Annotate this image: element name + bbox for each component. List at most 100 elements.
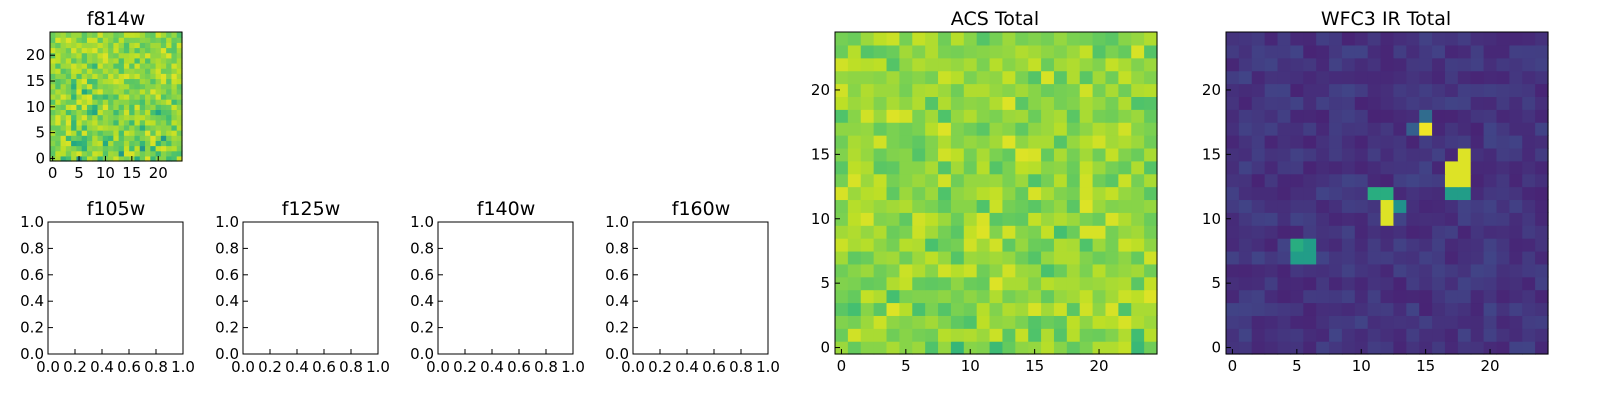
heatmap-cell [55,37,62,43]
heatmap-cell [65,68,72,74]
heatmap-cell [1118,173,1132,188]
heatmap-cell [171,88,178,95]
heatmap-cell [81,135,88,141]
heatmap-cell [1457,212,1472,226]
heatmap-cell [989,276,1004,291]
heatmap-cell [835,186,849,201]
y-tick-label: 1.0 [605,213,629,231]
y-tick-label: 10 [811,210,830,228]
heatmap-cell [938,250,952,265]
heatmap-cell [1053,44,1068,59]
heatmap-cell [835,96,849,110]
heatmap-cell [1432,250,1446,265]
heatmap-cell [938,57,952,72]
heatmap-cell [847,160,862,175]
heatmap-cell [886,122,900,136]
heatmap-cell [1367,160,1382,175]
heatmap-cell [1092,315,1107,329]
heatmap-cell [1053,289,1068,304]
heatmap-cell [145,150,151,157]
heatmap-cell [1457,276,1472,291]
heatmap-cell [1290,212,1304,226]
heatmap-cell [912,173,926,188]
heatmap-cell [1367,212,1382,226]
heatmap-cell [1277,32,1291,46]
heatmap-cell [1316,122,1330,136]
heatmap-cell [86,135,93,141]
heatmap-cell [1393,212,1407,226]
heatmap-cell [129,88,136,95]
heatmap-cell [1144,238,1158,252]
heatmap-cell [1535,96,1549,110]
heatmap-cell [1118,70,1132,85]
heatmap-cell [1354,160,1369,175]
heatmap-cell [938,199,952,213]
heatmap-cell [134,62,141,69]
heatmap-cell [108,155,114,162]
heatmap-cell [847,263,862,278]
heatmap-cell [1144,135,1158,149]
y-tick-label: 5 [820,274,830,292]
heatmap-cell [886,44,900,59]
heatmap-cell [950,122,965,136]
heatmap-cell [1496,135,1510,149]
heatmap-cell [50,114,56,121]
heatmap-cell [86,124,93,131]
heatmap-cell [81,150,88,157]
heatmap-cell [102,62,109,69]
heatmap-cell [166,88,173,95]
heatmap-cell [1238,238,1253,252]
heatmap-cell [1509,147,1523,162]
heatmap-cell [81,124,88,131]
x-tick-label: 0.0 [621,358,645,376]
heatmap-cell [76,78,83,85]
heatmap-cell [1380,57,1395,72]
heatmap-cell [835,212,849,226]
heatmap-cell [847,57,862,72]
heatmap-cell [1432,238,1446,252]
heatmap-cell [860,57,875,72]
heatmap-cell [92,114,99,121]
heatmap-cell [97,93,104,100]
heatmap-cell [1316,276,1330,291]
heatmap-cell [1028,57,1042,72]
heatmap-cell [1354,199,1369,213]
heatmap-cell [139,140,146,147]
heatmap-cell [1444,276,1459,291]
heatmap-cell [976,32,991,46]
heatmap-cell [1522,96,1536,110]
heatmap-cell [81,83,88,90]
heatmap-cell [912,250,926,265]
heatmap-cell [1131,276,1145,291]
heatmap-cell [1316,302,1330,316]
heatmap-cell [1015,238,1029,252]
heatmap-cell [1354,302,1369,316]
heatmap-cell [1041,70,1055,85]
heatmap-cell [166,145,173,152]
heatmap-cell [1509,173,1523,188]
heatmap-cell [113,124,120,131]
heatmap-cell [963,302,978,316]
heatmap-cell [989,109,1004,123]
heatmap-cell [50,83,56,90]
heatmap-cell [847,315,862,329]
heatmap-cell [134,73,141,80]
heatmap-cell [160,62,167,69]
heatmap-cell [1277,212,1291,226]
heatmap-cell [1131,212,1145,226]
heatmap-cell [60,73,67,80]
heatmap-cell [139,32,146,38]
heatmap-cell [1238,212,1253,226]
heatmap-cell [150,78,157,85]
heatmap-cell [108,73,114,80]
heatmap-cell [160,114,167,121]
heatmap-cell [976,122,991,136]
heatmap-cell [1264,44,1279,59]
heatmap-cell [1303,96,1317,110]
heatmap-cell [113,155,120,162]
heatmap-cell [1470,263,1485,278]
heatmap-cell [155,88,162,95]
heatmap-cell [118,73,125,80]
heatmap-cell [1238,276,1253,291]
heatmap-cell [1092,199,1107,213]
